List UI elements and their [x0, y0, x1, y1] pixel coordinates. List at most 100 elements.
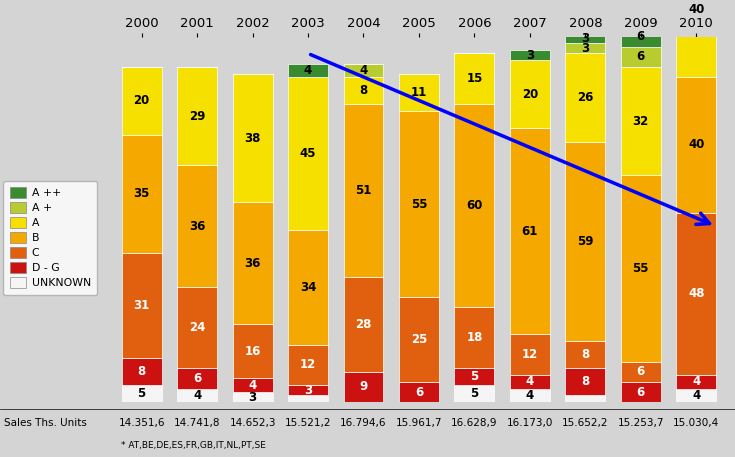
Bar	[510, 50, 550, 60]
Text: 6: 6	[637, 50, 645, 64]
Text: 15.030,4: 15.030,4	[673, 418, 720, 428]
Text: 55: 55	[411, 197, 427, 211]
Bar	[565, 33, 606, 43]
Bar	[122, 358, 162, 385]
Text: 5: 5	[470, 370, 478, 383]
Text: 14.741,8: 14.741,8	[174, 418, 220, 428]
Text: 61: 61	[522, 225, 538, 238]
Text: 29: 29	[189, 110, 205, 122]
Bar	[510, 335, 550, 375]
Text: 14.652,3: 14.652,3	[229, 418, 276, 428]
Text: 9: 9	[359, 380, 368, 393]
Text: 6: 6	[637, 386, 645, 399]
Text: 16.628,9: 16.628,9	[451, 418, 498, 428]
Text: 8: 8	[359, 84, 368, 97]
Text: 36: 36	[189, 220, 205, 233]
Bar	[454, 104, 495, 308]
Text: 5: 5	[470, 387, 478, 400]
Bar	[122, 385, 162, 402]
Text: 11: 11	[411, 86, 427, 99]
Text: 4: 4	[359, 64, 368, 77]
Bar	[399, 74, 439, 111]
Bar	[288, 229, 328, 345]
Bar	[343, 104, 384, 277]
Bar	[177, 368, 217, 388]
Text: 3: 3	[304, 384, 312, 397]
Bar	[232, 392, 273, 402]
Text: 4: 4	[692, 375, 700, 388]
Bar	[676, 388, 716, 402]
Text: 6: 6	[193, 372, 201, 385]
Text: 26: 26	[577, 91, 594, 104]
Text: 3: 3	[581, 42, 589, 55]
Bar	[343, 77, 384, 104]
Bar	[232, 74, 273, 202]
Text: 28: 28	[355, 318, 372, 331]
Bar	[565, 368, 606, 395]
Bar	[676, 77, 716, 213]
Text: 32: 32	[633, 115, 649, 128]
Text: 60: 60	[466, 199, 483, 213]
Text: 51: 51	[355, 184, 372, 197]
Bar	[288, 64, 328, 77]
Text: 4: 4	[248, 379, 257, 392]
Bar	[621, 27, 661, 47]
Bar	[454, 385, 495, 402]
Text: 40: 40	[688, 138, 704, 151]
Bar	[122, 67, 162, 135]
Text: 55: 55	[633, 262, 649, 275]
Text: 15.961,7: 15.961,7	[395, 418, 442, 428]
Text: 20: 20	[134, 95, 150, 107]
Bar	[510, 60, 550, 128]
Bar	[399, 382, 439, 402]
Bar	[288, 77, 328, 229]
Bar	[232, 378, 273, 392]
Bar	[621, 175, 661, 361]
Bar	[565, 43, 606, 53]
Text: 4: 4	[526, 389, 534, 402]
Bar	[122, 253, 162, 358]
Text: 4: 4	[193, 389, 201, 402]
Bar	[565, 53, 606, 142]
Bar	[565, 142, 606, 341]
Text: 4: 4	[304, 64, 312, 77]
Text: 15.253,7: 15.253,7	[617, 418, 664, 428]
Text: 6: 6	[637, 30, 645, 43]
Text: * AT,BE,DE,ES,FR,GB,IT,NL,PT,SE: * AT,BE,DE,ES,FR,GB,IT,NL,PT,SE	[121, 441, 266, 450]
Text: 31: 31	[134, 299, 150, 312]
Text: 8: 8	[137, 365, 146, 378]
Bar	[621, 361, 661, 382]
Text: Sales Ths. Units: Sales Ths. Units	[4, 418, 87, 428]
Bar	[565, 341, 606, 368]
Bar	[454, 368, 495, 385]
Text: 14.351,6: 14.351,6	[118, 418, 165, 428]
Text: 12: 12	[300, 358, 316, 372]
Text: 8: 8	[581, 375, 589, 388]
Bar	[510, 128, 550, 335]
Text: 40: 40	[688, 3, 704, 16]
Bar	[343, 277, 384, 372]
Bar	[177, 388, 217, 402]
Bar	[676, 375, 716, 388]
Bar	[510, 388, 550, 402]
Text: 4: 4	[692, 389, 700, 402]
Text: 59: 59	[577, 235, 594, 248]
Bar	[565, 395, 606, 402]
Text: 25: 25	[411, 333, 427, 346]
Text: 24: 24	[189, 321, 205, 334]
Bar	[122, 135, 162, 253]
Bar	[510, 375, 550, 388]
Bar	[288, 345, 328, 385]
Text: 5: 5	[137, 387, 146, 400]
Text: 18: 18	[466, 331, 483, 344]
Bar	[177, 67, 217, 165]
Bar	[343, 64, 384, 77]
Bar	[288, 385, 328, 395]
Text: 16.794,6: 16.794,6	[340, 418, 387, 428]
Text: 15.652,2: 15.652,2	[562, 418, 609, 428]
Bar	[621, 67, 661, 175]
Text: 15: 15	[466, 72, 483, 85]
Text: 15.521,2: 15.521,2	[284, 418, 331, 428]
Bar	[399, 111, 439, 297]
Bar	[288, 395, 328, 402]
